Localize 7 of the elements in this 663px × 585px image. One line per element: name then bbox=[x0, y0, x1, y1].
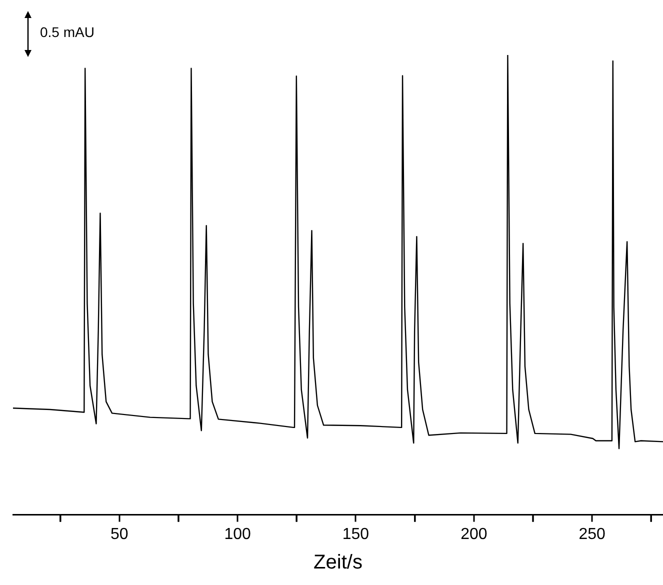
text: 0.5 mAU bbox=[40, 24, 94, 40]
x-tick-label: 50 bbox=[110, 526, 128, 543]
x-tick-label: 150 bbox=[342, 526, 370, 543]
x-tick-label: 100 bbox=[224, 526, 251, 543]
x-axis-title: Zeit/s bbox=[314, 552, 362, 574]
x-tick-label: 250 bbox=[578, 526, 606, 543]
x-tick-label: 200 bbox=[460, 526, 488, 543]
